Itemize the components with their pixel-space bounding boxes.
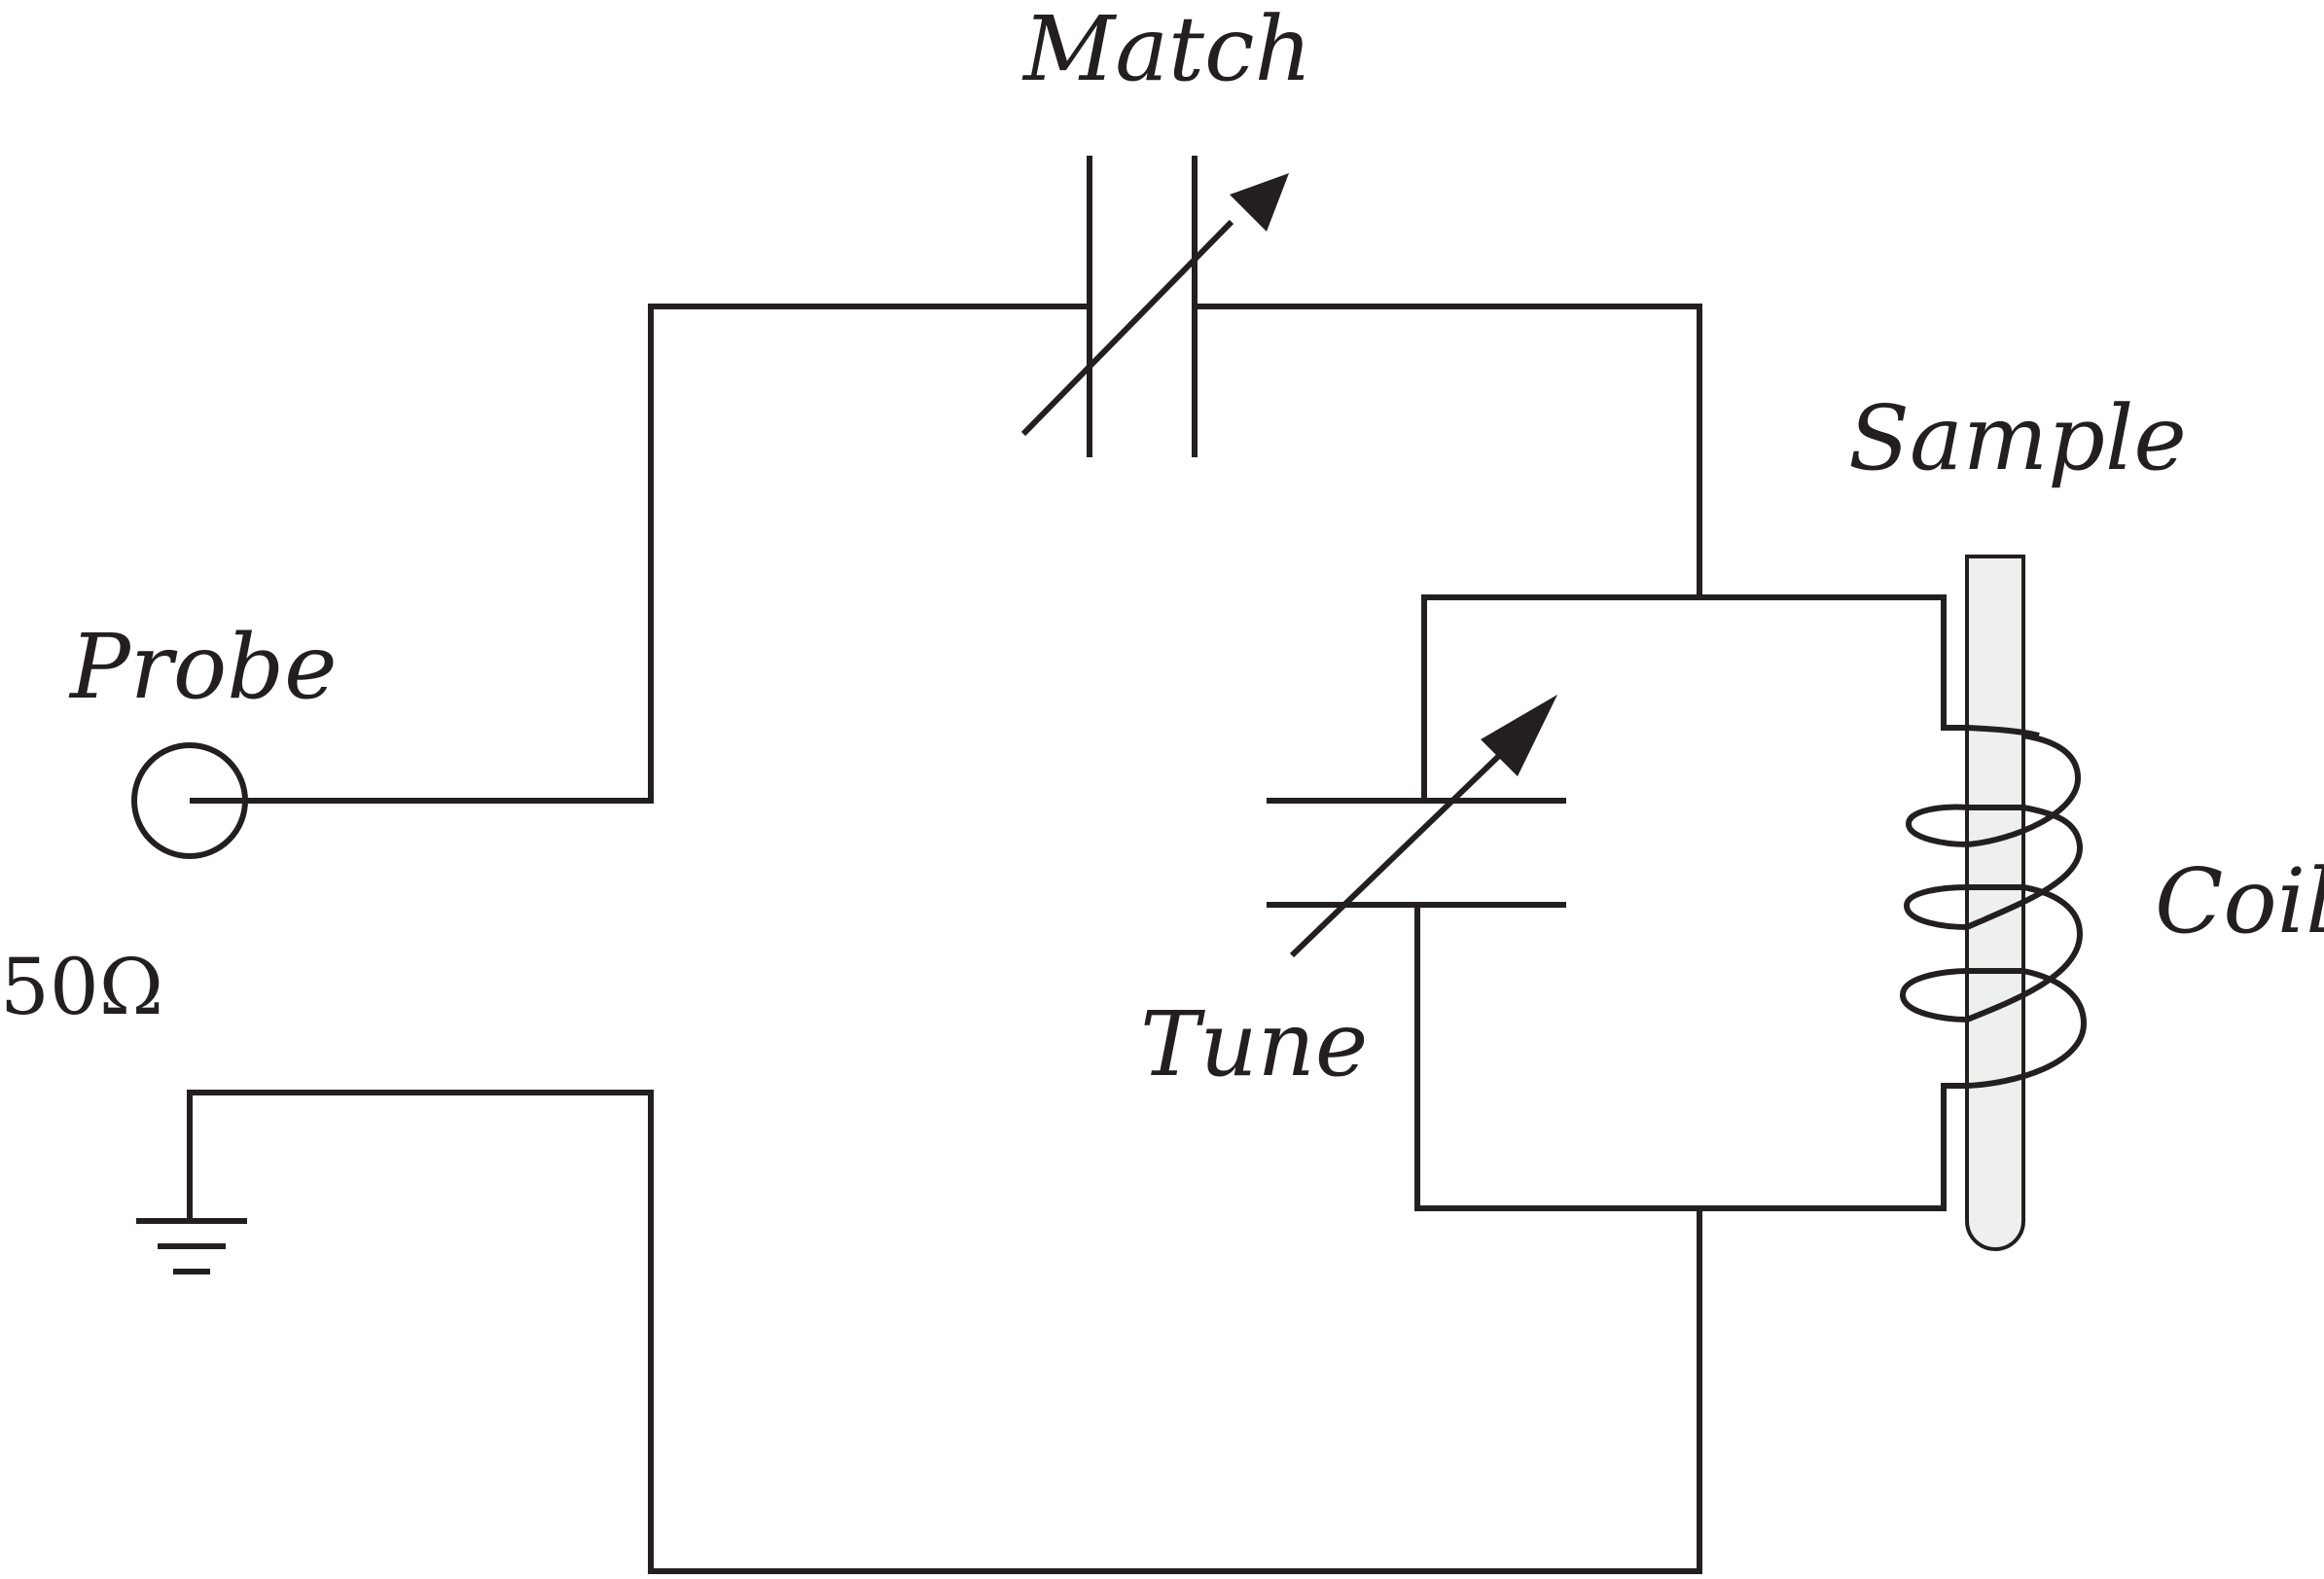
tune-arrow-head [1481, 695, 1557, 776]
coil-back-turn-1 [1906, 804, 1968, 847]
coil-front-turn-4 [1966, 968, 2088, 1089]
coil [1900, 725, 2088, 1089]
coil-lead-top [1966, 725, 2040, 738]
tune-capacitor [1267, 695, 1566, 958]
coil-label: Coil [2155, 849, 2324, 953]
tune-label: Tune [1140, 992, 1368, 1096]
signal-wire [190, 304, 1090, 804]
tune-arrow-shaft [1289, 748, 1507, 958]
match-arrow-head [1230, 173, 1289, 232]
coil-front-turn-1 [1966, 733, 2082, 847]
match-arrow-shaft [1020, 219, 1234, 437]
probe-label: Probe [68, 615, 338, 719]
match-to-tank-wire [1195, 304, 1702, 597]
match-capacitor [1020, 156, 1289, 457]
coil-front-turn-3 [1965, 884, 2084, 1023]
sample-label: Sample [1848, 386, 2187, 490]
coil-front-turn-2 [1965, 805, 2084, 930]
ground-symbol [136, 1218, 247, 1274]
coil-back-turn-3 [1900, 968, 1968, 1023]
match-label: Match [1021, 0, 1312, 101]
tank-top-wire [1421, 594, 1967, 801]
impedance-label: 50Ω [0, 942, 163, 1032]
coil-back-turn-2 [1904, 884, 1968, 930]
ground-return-wire [187, 1090, 1702, 1574]
tank-bottom-wire [1414, 905, 1967, 1211]
